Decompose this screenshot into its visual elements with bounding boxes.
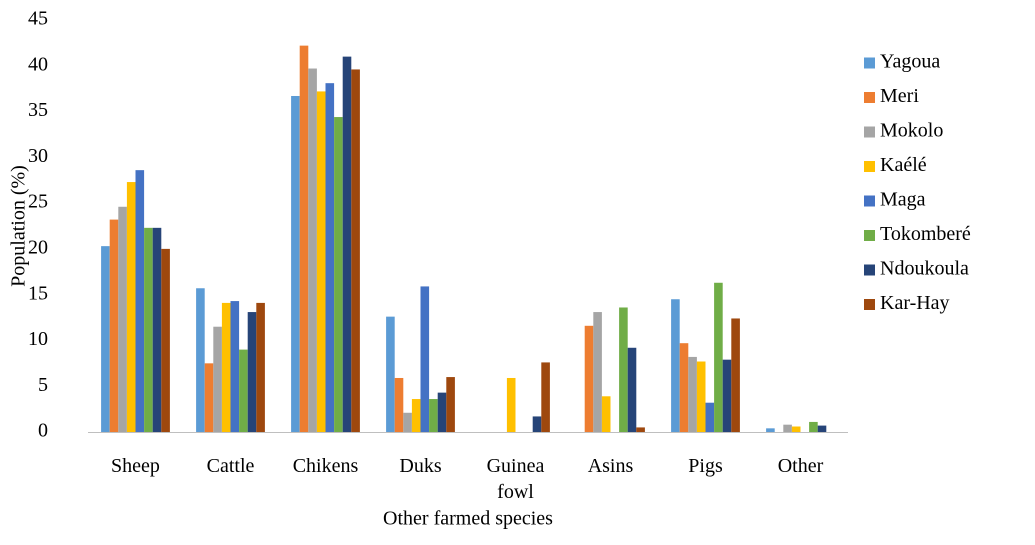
bar [144, 227, 153, 432]
y-tick-label: 0 [38, 420, 48, 442]
bar [714, 282, 723, 432]
bar [671, 299, 680, 432]
bar [316, 91, 326, 432]
x-tick-label: Pigs [688, 455, 723, 477]
bar [429, 399, 438, 432]
bar [109, 219, 119, 432]
x-tick-label: Chikens [292, 455, 359, 477]
bar [221, 302, 231, 432]
legend-swatch [864, 57, 875, 69]
bar [291, 95, 300, 432]
bar [766, 428, 775, 432]
bar [532, 416, 542, 432]
bar [196, 288, 205, 432]
legend-label: Mokolo [880, 120, 943, 142]
bar [152, 227, 162, 432]
y-tick-label: 5 [38, 374, 48, 396]
legend-label: Tokomberé [880, 223, 971, 245]
bar [135, 170, 145, 432]
legend-swatch [864, 161, 875, 172]
bar [394, 377, 404, 432]
bar [506, 377, 516, 432]
y-tick-label: 35 [28, 99, 48, 121]
y-tick-label: 15 [28, 282, 48, 304]
legend-label: Kaélé [880, 154, 927, 176]
bar [601, 396, 611, 432]
bar [541, 362, 550, 432]
bar [342, 56, 352, 432]
bar [696, 361, 706, 432]
bar [627, 347, 637, 432]
bar [118, 206, 127, 432]
legend-swatch [864, 264, 875, 276]
bar [437, 392, 447, 432]
x-tick-label: Guinea fowl [486, 455, 545, 503]
bar [334, 117, 343, 432]
bar [386, 316, 395, 432]
legend-label: Ndoukoula [880, 258, 969, 280]
legend-label: Yagoua [880, 51, 940, 73]
bar [239, 349, 248, 432]
bar [126, 182, 136, 432]
bar [247, 312, 257, 432]
bar [722, 359, 732, 432]
legend-swatch [864, 126, 875, 138]
bar [791, 426, 801, 432]
legend-swatch [864, 92, 875, 103]
x-axis-label: Other farmed species [383, 508, 553, 530]
bar [403, 412, 412, 432]
bar [213, 326, 222, 432]
bar [411, 399, 421, 432]
bar [325, 83, 335, 432]
bar [705, 402, 715, 432]
bar [688, 356, 697, 432]
bar [308, 68, 317, 432]
legend-label: Meri [880, 85, 919, 107]
bar [809, 421, 818, 432]
bar [636, 427, 645, 432]
x-tick-label: Sheep [111, 455, 160, 477]
y-tick-label: 45 [28, 8, 48, 30]
bar [731, 318, 740, 432]
bar [817, 425, 827, 432]
bar [351, 69, 360, 432]
legend-label: Kar-Hay [880, 292, 950, 314]
bar [101, 246, 110, 432]
y-tick-label: 40 [28, 53, 48, 75]
bar [446, 377, 455, 432]
legend-label: Maga [880, 189, 926, 211]
bar [619, 307, 628, 432]
legend-swatch [864, 195, 875, 207]
bar [783, 424, 792, 432]
bar [420, 286, 430, 432]
bar [593, 312, 602, 432]
bar [299, 45, 309, 432]
legend-swatch [864, 299, 875, 310]
x-tick-label: Other [777, 455, 824, 477]
bar [230, 301, 240, 432]
y-tick-label: 25 [28, 191, 48, 213]
bar [679, 343, 689, 432]
y-axis-label: Population (%) [8, 165, 30, 287]
y-tick-label: 30 [28, 145, 48, 167]
y-tick-label: 10 [28, 328, 48, 350]
bar [584, 325, 594, 432]
bar [256, 302, 265, 432]
x-tick-label: Duks [399, 455, 442, 477]
x-tick-label: Cattle [206, 455, 255, 477]
legend-swatch [864, 230, 875, 241]
x-tick-label: Asins [587, 455, 634, 477]
bar [204, 363, 214, 432]
y-tick-label: 20 [28, 236, 48, 258]
bar [161, 248, 170, 432]
